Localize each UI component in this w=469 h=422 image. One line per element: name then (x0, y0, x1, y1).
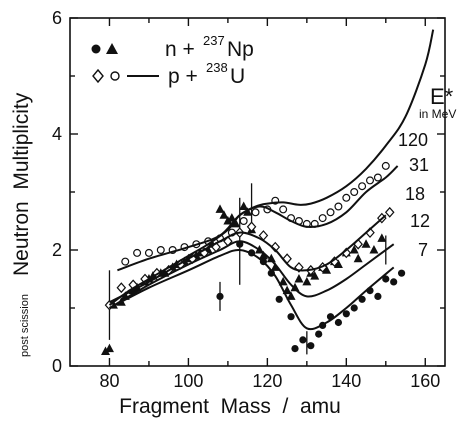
legend-filled-circle-marker (91, 44, 101, 54)
legend-entry-u: p + 238 U (92, 60, 245, 88)
energy-unit-label: in MeV (419, 107, 456, 121)
data-point-filled-circle (291, 345, 299, 353)
data-point-filled-circle (287, 313, 295, 321)
data-point-filled-triangle (302, 276, 312, 286)
data-point-open-circle (358, 182, 367, 191)
data-point-filled-triangle (278, 276, 288, 286)
data-point-filled-circle (358, 295, 366, 303)
data-point-filled-triangle (101, 346, 111, 355)
data-point-filled-triangle (290, 282, 300, 292)
legend-np-suffix: Np (227, 38, 254, 61)
series-label-18: 18 (405, 184, 425, 204)
data-point-open-circle (334, 202, 343, 211)
data-point-filled-triangle (104, 343, 114, 353)
y-tick-label: 4 (52, 124, 62, 144)
legend-open-circle-marker (110, 71, 120, 81)
x-tick-label: 160 (410, 371, 440, 391)
data-point-filled-circle (216, 292, 224, 300)
data-point-filled-triangle (322, 265, 332, 274)
data-point-filled-circle (350, 304, 358, 312)
data-point-filled-triangle (333, 259, 343, 268)
data-point-filled-triangle (266, 253, 276, 263)
legend-open-diamond-marker (92, 68, 104, 84)
series-label-120: 120 (398, 130, 428, 150)
y-tick-label: 2 (52, 240, 62, 260)
legend-filled-triangle-marker (106, 43, 118, 54)
data-point-open-circle (342, 193, 351, 202)
data-point-open-circle (133, 248, 142, 257)
data-point-filled-triangle (239, 201, 249, 210)
x-tick-label: 80 (99, 371, 119, 391)
legend-u-prefix: p + (168, 65, 198, 88)
y-tick-label: 6 (52, 8, 62, 28)
data-point-open-diamond (246, 221, 257, 233)
data-point-open-circle (121, 257, 130, 266)
chart-marks: 120 31 18 12 7 (101, 29, 435, 355)
legend-np-prefix: n + (165, 38, 195, 61)
data-point-filled-triangle (361, 239, 371, 248)
legend: n + 237 Np p + 238 U (91, 33, 254, 88)
data-point-filled-triangle (369, 245, 379, 254)
series-label-7: 7 (418, 240, 428, 260)
data-point-filled-triangle (223, 216, 233, 225)
data-point-filled-circle (275, 295, 283, 303)
x-tick-label: 120 (252, 371, 282, 391)
data-point-open-circle (279, 205, 288, 214)
series-curve-12 (108, 240, 395, 309)
legend-np-superscript: 237 (203, 33, 225, 48)
data-point-filled-triangle (231, 218, 241, 228)
data-point-open-circle (144, 248, 153, 257)
data-point-filled-circle (299, 336, 307, 344)
data-point-filled-circle (307, 342, 315, 350)
x-axis-title: Fragment Mass / amu (119, 395, 341, 418)
x-tick-label: 100 (173, 371, 203, 391)
data-point-filled-circle (374, 292, 382, 300)
series-curve-7 (109, 248, 395, 331)
data-point-open-circle (239, 217, 248, 226)
x-tick-label: 140 (331, 371, 361, 391)
legend-u-superscript: 238 (206, 60, 228, 75)
data-point-filled-triangle (294, 274, 304, 283)
data-point-filled-triangle (219, 210, 229, 219)
data-point-filled-triangle (243, 207, 253, 216)
data-point-filled-circle (382, 275, 390, 283)
plot-frame (69, 17, 446, 367)
data-point-filled-circle (342, 310, 350, 318)
series-curve-18 (109, 214, 387, 304)
legend-entry-np: n + 237 Np (91, 33, 254, 61)
series-label-12: 12 (410, 211, 430, 231)
axes: 80 100 120 140 160 0 2 4 6 (52, 8, 446, 391)
data-point-open-circle (326, 208, 335, 217)
y-axis-title-prefix: post scission (19, 294, 31, 357)
data-point-filled-circle (390, 278, 398, 286)
data-point-filled-circle (315, 330, 323, 338)
y-tick-label: 0 (52, 356, 62, 376)
data-point-filled-triangle (215, 204, 225, 213)
data-point-open-circle (373, 173, 382, 182)
data-point-open-circle (350, 188, 359, 197)
data-point-open-circle (156, 246, 165, 255)
legend-u-suffix: U (230, 65, 245, 88)
data-point-filled-triangle (353, 253, 363, 263)
energy-header: E* (430, 84, 454, 109)
data-point-open-diamond (384, 206, 395, 218)
data-point-filled-triangle (258, 250, 268, 260)
data-point-open-circle (318, 214, 327, 223)
data-point-filled-triangle (286, 291, 296, 300)
data-point-filled-triangle (377, 233, 387, 242)
data-point-open-circle (366, 176, 375, 185)
data-point-open-circle (381, 161, 390, 170)
series-curve-120 (108, 29, 435, 306)
y-axis-title: Neutron Multiplicity (10, 92, 33, 276)
data-point-filled-circle (334, 318, 343, 327)
data-point-open-diamond (116, 282, 127, 294)
data-point-filled-triangle (310, 271, 320, 280)
series-label-31: 31 (409, 155, 429, 175)
data-point-filled-triangle (349, 245, 359, 254)
data-point-filled-circle (397, 269, 406, 277)
series-curve-31 (117, 165, 399, 272)
data-point-open-circle (251, 208, 260, 217)
